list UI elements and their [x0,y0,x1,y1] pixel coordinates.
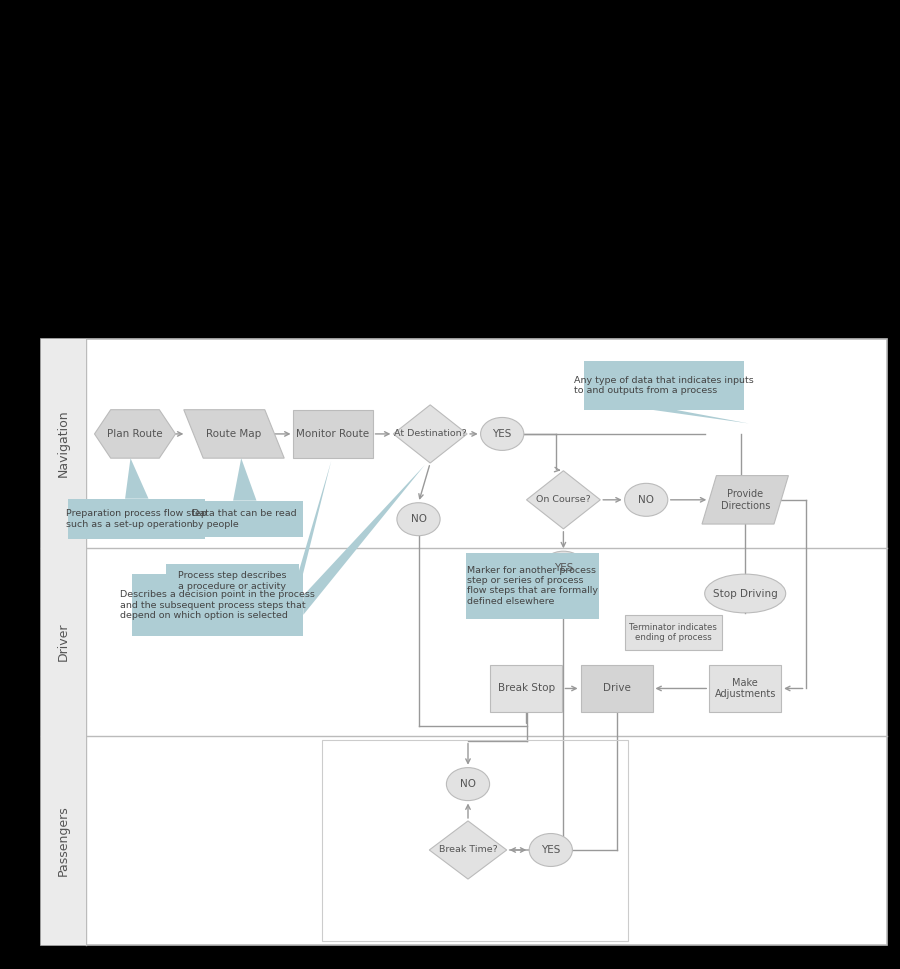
Text: Plan Route: Plan Route [107,429,163,439]
Text: Passengers: Passengers [57,805,69,876]
Text: Marker for another process
step or series of process
flow steps that are formall: Marker for another process step or serie… [467,566,598,606]
Ellipse shape [542,551,585,584]
Polygon shape [393,405,467,463]
Text: Preparation process flow step
such as a set-up operation: Preparation process flow step such as a … [67,510,207,529]
Text: Stop Driving: Stop Driving [713,588,778,599]
Bar [40,339,86,548]
Text: Terminator indicates
ending of process: Terminator indicates ending of process [629,622,717,642]
Polygon shape [429,821,507,879]
Text: At Destination?: At Destination? [394,429,466,438]
Text: Drive: Drive [603,683,630,694]
Text: YES: YES [554,563,573,573]
Bar [709,666,781,711]
Polygon shape [299,461,331,591]
Polygon shape [125,458,148,499]
Bar [584,361,744,410]
Text: Break Stop: Break Stop [498,683,555,694]
Text: Process step describes
a procedure or activity: Process step describes a procedure or ac… [178,572,286,591]
Polygon shape [526,471,600,529]
Bar [580,666,652,711]
Ellipse shape [481,418,524,451]
Bar [491,666,562,711]
Text: Describes a decision point in the process
and the subsequent process steps that
: Describes a decision point in the proces… [121,590,315,620]
Ellipse shape [529,833,572,866]
Text: YES: YES [541,845,561,855]
Bar [40,339,886,945]
Text: Driver: Driver [57,623,69,661]
Bar [293,410,373,458]
Text: Monitor Route: Monitor Route [296,429,370,439]
Text: NO: NO [638,495,654,505]
Text: YES: YES [492,429,512,439]
Text: Any type of data that indicates inputs
to and outputs from a process: Any type of data that indicates inputs t… [574,376,754,395]
Ellipse shape [446,767,490,800]
Bar [40,735,86,945]
Polygon shape [702,476,788,524]
Polygon shape [94,410,176,458]
Text: Provide
Directions: Provide Directions [721,489,770,511]
Text: Data that can be read
by people: Data that can be read by people [193,510,297,529]
Polygon shape [184,410,284,458]
Bar [625,615,722,650]
Bar [466,552,599,618]
Text: Break Time?: Break Time? [438,846,498,855]
Bar [186,501,303,538]
Polygon shape [233,458,256,501]
Ellipse shape [705,574,786,613]
Polygon shape [303,465,425,615]
Text: NO: NO [460,779,476,789]
Bar [40,548,86,735]
Ellipse shape [397,503,440,536]
Bar [166,564,299,599]
Text: On Course?: On Course? [536,495,590,504]
Bar [68,499,205,540]
Ellipse shape [625,484,668,516]
Polygon shape [652,410,749,423]
Text: NO: NO [410,515,427,524]
Bar [132,574,303,636]
Text: Route Map: Route Map [206,429,262,439]
Text: Navigation: Navigation [57,410,69,478]
Text: Make
Adjustments: Make Adjustments [715,677,776,700]
Bar [322,739,628,941]
